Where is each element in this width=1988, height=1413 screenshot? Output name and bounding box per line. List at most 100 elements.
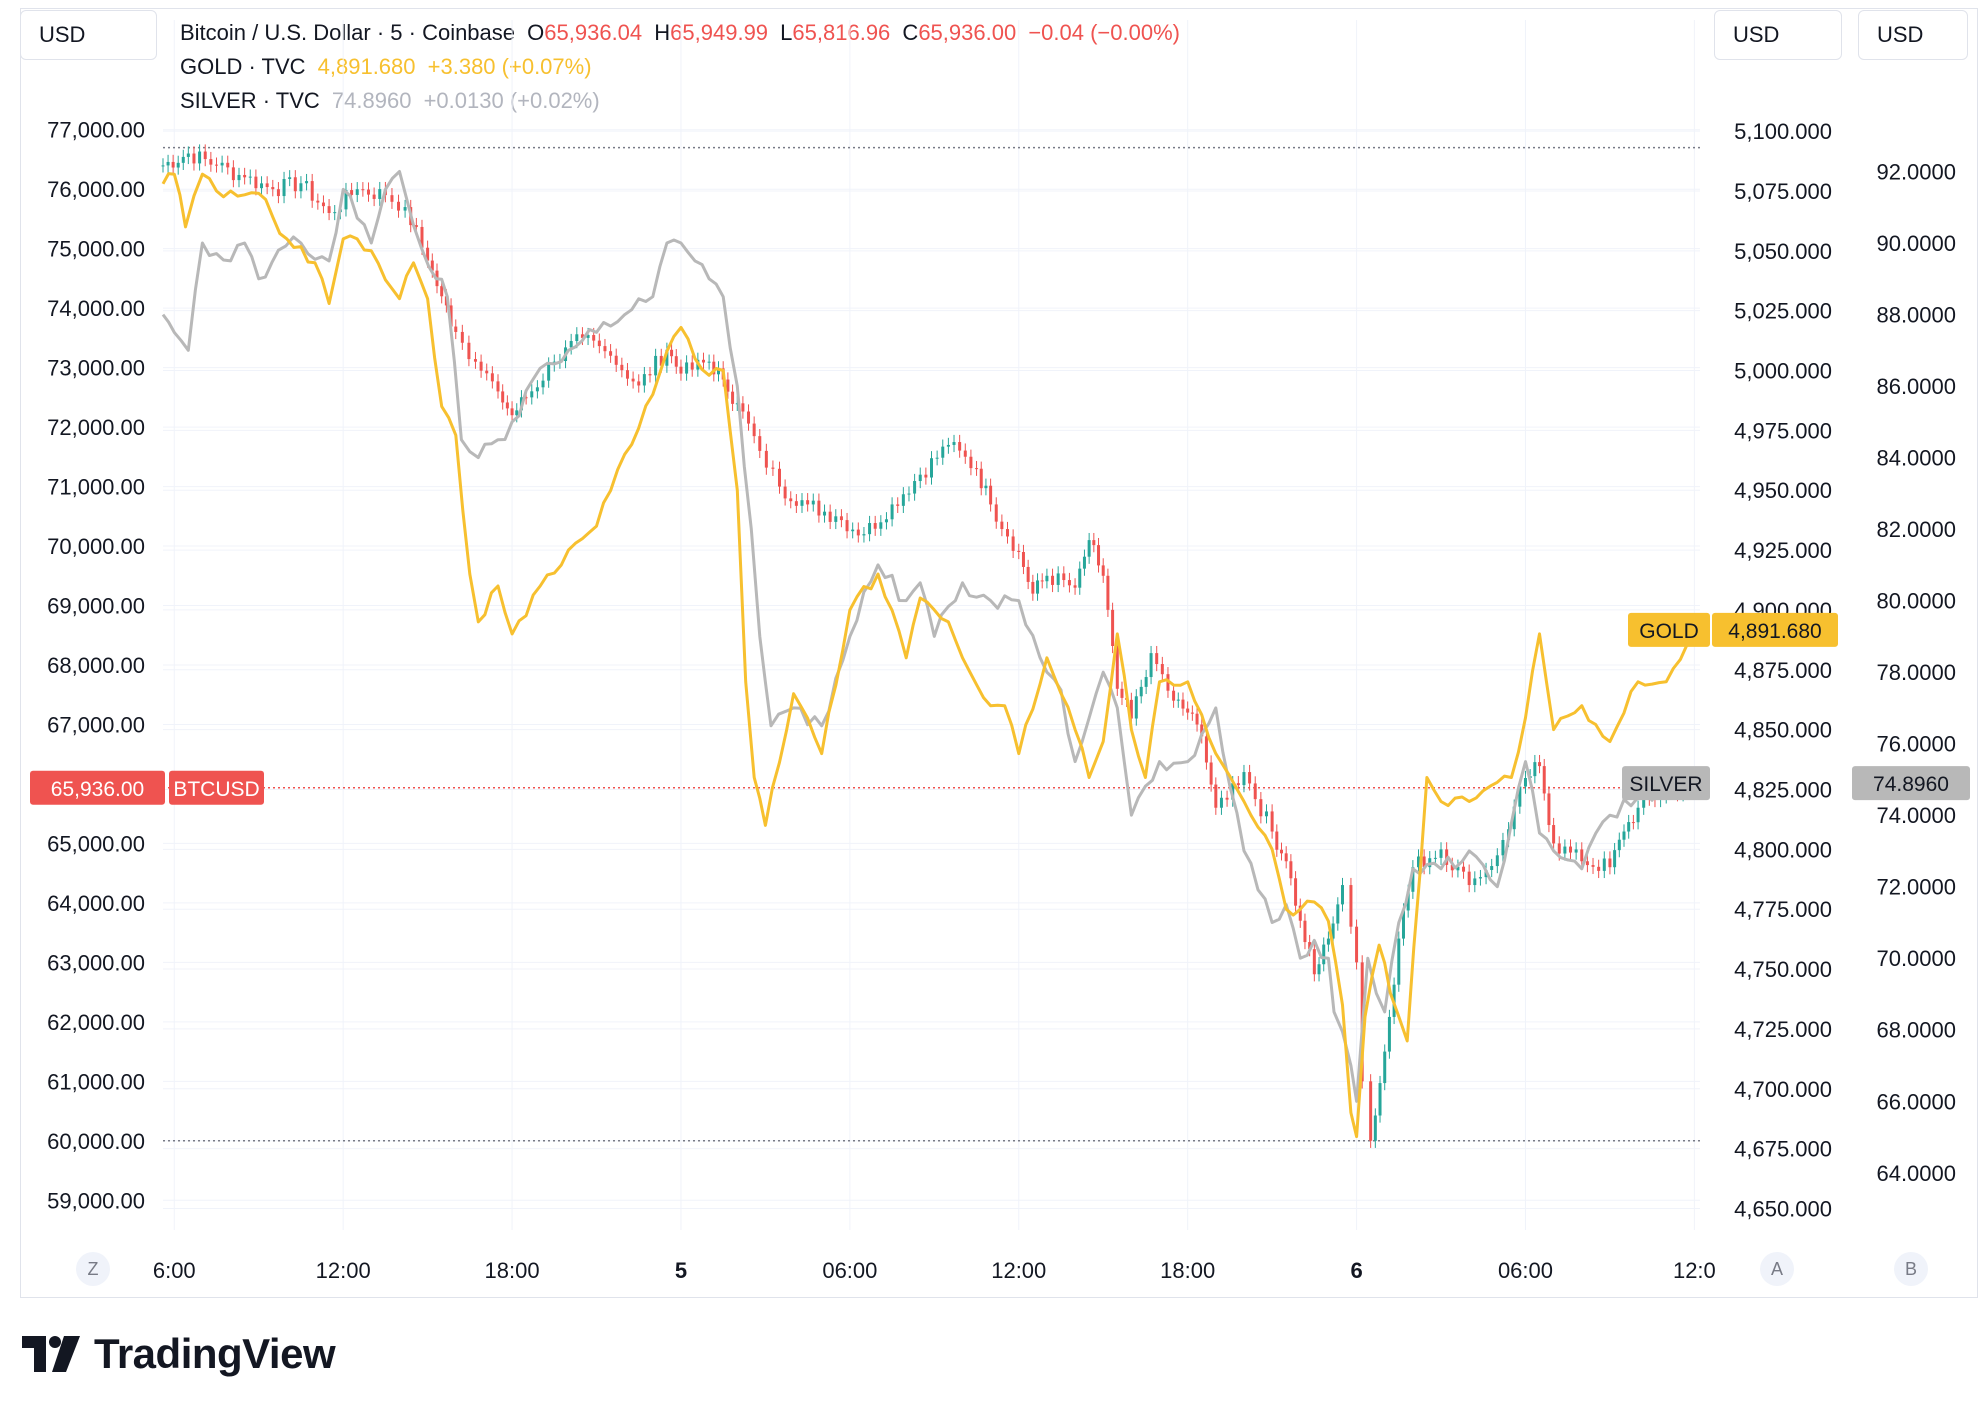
legend-gold[interactable]: GOLD · TVC 4,891.680 +3.380 (+0.07%) <box>180 54 598 80</box>
btc-candle <box>181 156 185 163</box>
btc-candle <box>1253 783 1257 800</box>
btc-candle <box>372 194 376 199</box>
btc-candle <box>1236 783 1240 786</box>
legend-open-value: 65,936.04 <box>544 20 643 45</box>
legend-close-label: C <box>902 20 919 45</box>
btc-candle <box>1200 724 1204 737</box>
left-axis-tick: 76,000.00 <box>47 177 145 202</box>
btc-candle <box>1073 585 1077 588</box>
btc-candle <box>670 349 674 357</box>
btc-candle <box>1149 653 1153 678</box>
btc-candle <box>1552 825 1556 844</box>
tradingview-logo[interactable]: TradingView <box>22 1330 336 1378</box>
btc-candle <box>1336 904 1340 924</box>
btc-candle <box>726 379 730 392</box>
right-currency-label-gold: USD <box>1733 22 1780 47</box>
left-currency-button[interactable]: USD <box>20 10 157 60</box>
btc-candle <box>485 370 489 374</box>
btc-candle <box>490 373 494 382</box>
silver-axis-tick: 76.0000 <box>1876 732 1956 757</box>
legend-low-value: 65,816.96 <box>792 20 891 45</box>
btc-candle <box>1574 849 1578 853</box>
legend-silver-value: 74.8960 <box>331 88 412 113</box>
btc-candle <box>716 368 720 375</box>
gold-axis-tick: 5,025.000 <box>1734 299 1832 324</box>
btc-candle <box>1373 1115 1377 1141</box>
left-axis-tick: 67,000.00 <box>47 712 145 737</box>
btc-candle <box>1087 540 1091 557</box>
btc-candle <box>1340 885 1344 905</box>
btc-candle <box>674 356 678 367</box>
btc-candle <box>414 225 418 227</box>
btc-candle <box>620 364 624 371</box>
btc-candle <box>789 498 793 502</box>
btc-candle <box>648 374 652 376</box>
btc-candle <box>1111 609 1115 646</box>
silver-price-tag: 74.8960 <box>1873 773 1949 796</box>
btc-candle <box>1416 856 1420 868</box>
btc-candle <box>1411 867 1415 892</box>
btc-candle <box>214 164 218 166</box>
btc-candle <box>1298 905 1302 921</box>
legend-btc[interactable]: Bitcoin / U.S. Dollar · 5 · Coinbase O65… <box>180 20 1186 46</box>
gold-axis-tick: 4,950.000 <box>1734 478 1832 503</box>
legend-gold-change: +3.380 (+0.07%) <box>427 54 592 79</box>
btc-candle <box>569 341 573 348</box>
silver-axis-tick: 74.0000 <box>1876 803 1956 828</box>
left-axis-tick: 73,000.00 <box>47 356 145 381</box>
btc-candle <box>752 423 756 437</box>
gold-axis-tick: 4,650.000 <box>1734 1196 1832 1221</box>
btc-candle <box>1036 580 1040 594</box>
right-currency-button-silver[interactable]: USD <box>1858 10 1968 60</box>
left-axis-tick: 75,000.00 <box>47 237 145 262</box>
btc-candle <box>918 474 922 482</box>
btc-candle <box>609 351 613 356</box>
btc-candle <box>231 167 235 181</box>
legend-silver[interactable]: SILVER · TVC 74.8960 +0.0130 (+0.02%) <box>180 88 606 114</box>
btc-candle <box>631 378 635 382</box>
chart-frame[interactable] <box>20 8 1978 1298</box>
btc-candle <box>467 342 471 360</box>
chart-canvas[interactable]: 77,000.00 76,000.00 75,000.00 74,000.00 73,0… <box>0 0 1988 1300</box>
gold-axis-tick: 4,925.000 <box>1734 538 1832 563</box>
btc-candle <box>1129 699 1133 719</box>
btc-candle <box>979 468 983 489</box>
btc-candle <box>1433 857 1437 859</box>
btc-candle <box>1308 942 1312 950</box>
btc-candle <box>1383 1051 1387 1084</box>
x-axis-tick: 6 <box>1350 1258 1362 1283</box>
btc-candle <box>501 391 505 403</box>
btc-candle <box>1209 762 1213 785</box>
btc-candle <box>282 178 286 197</box>
btc-candle <box>839 516 843 521</box>
silver-axis-tick: 72.0000 <box>1876 875 1956 900</box>
btc-candle <box>1538 762 1542 767</box>
left-axis-tick: 72,000.00 <box>47 415 145 440</box>
btc-candle <box>1495 855 1499 867</box>
right-currency-button-gold[interactable]: USD <box>1714 10 1842 60</box>
btc-candle <box>1456 866 1460 871</box>
btc-candle <box>701 359 705 363</box>
btc-candle <box>625 370 629 379</box>
gold-axis-tick: 5,075.000 <box>1734 179 1832 204</box>
btc-candle <box>1160 664 1164 675</box>
tradingview-logo-icon <box>22 1336 80 1372</box>
btc-candle <box>592 335 596 341</box>
left-axis-tick: 71,000.00 <box>47 475 145 500</box>
btc-candle <box>1518 786 1522 807</box>
btc-candle <box>879 522 883 529</box>
btc-candle <box>735 403 739 405</box>
gold-axis-tick: 4,850.000 <box>1734 718 1832 743</box>
btc-candle <box>712 361 716 375</box>
timezone-button[interactable]: Z <box>76 1252 110 1286</box>
btc-candle <box>430 260 434 271</box>
scale-b-button[interactable]: B <box>1894 1252 1928 1286</box>
btc-candle <box>603 346 607 352</box>
auto-scale-button[interactable]: A <box>1760 1252 1794 1286</box>
silver-axis-tick: 70.0000 <box>1876 946 1956 971</box>
btc-candle <box>946 444 950 447</box>
btc-candle <box>1585 861 1589 866</box>
silver-axis-tick: 82.0000 <box>1876 517 1956 542</box>
btc-candle <box>161 165 165 167</box>
btc-candle <box>473 359 477 362</box>
